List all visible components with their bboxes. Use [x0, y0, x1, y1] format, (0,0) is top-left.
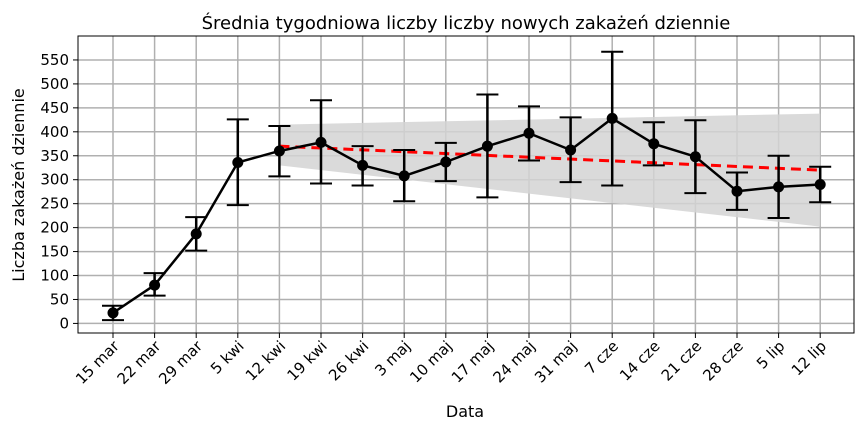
data-point	[107, 307, 119, 319]
y-tick-label: 0	[59, 314, 69, 332]
x-tick-label: 5 lip	[753, 337, 788, 372]
x-tick-label: 15 mar	[72, 337, 123, 388]
x-axis-label: Data	[446, 402, 484, 421]
y-tick-label: 400	[40, 123, 69, 141]
x-tick-label: 29 mar	[155, 337, 206, 388]
y-axis-ticks: 0 50 100 150 200 250 300 350 400 450 500 550	[40, 51, 78, 332]
x-tick-label: 22 mar	[114, 337, 165, 388]
x-tick-label: 17 maj	[448, 337, 497, 386]
data-point	[606, 112, 618, 124]
y-axis-label: Liczba zakażeń dziennie	[9, 88, 28, 281]
data-point	[689, 151, 701, 163]
y-tick-label: 50	[50, 290, 69, 308]
data-point	[565, 144, 577, 156]
data-point	[523, 127, 535, 139]
data-point	[481, 140, 493, 152]
x-tick-label: 14 cze	[616, 337, 664, 385]
trend-layer	[279, 144, 821, 172]
x-tick-label: 26 kwi	[325, 337, 372, 384]
data-point	[190, 228, 202, 240]
data-point	[315, 136, 327, 148]
x-tick-label: 31 maj	[531, 337, 580, 386]
y-tick-label: 550	[40, 51, 69, 69]
data-point	[232, 156, 244, 168]
series-line	[112, 117, 821, 314]
series-line-layer	[112, 117, 821, 314]
x-tick-label: 12 lip	[788, 337, 830, 379]
data-point	[648, 138, 660, 150]
confidence-band	[279, 113, 821, 227]
y-tick-label: 500	[40, 75, 69, 93]
x-tick-label: 28 cze	[699, 337, 747, 385]
data-point	[357, 159, 369, 171]
point-layer	[107, 112, 826, 319]
y-tick-label: 250	[40, 195, 69, 213]
y-tick-label: 450	[40, 99, 69, 117]
trend-line	[279, 144, 821, 172]
x-tick-label: 10 maj	[406, 337, 455, 386]
data-point	[773, 181, 785, 193]
data-point	[273, 145, 285, 157]
x-tick-label: 12 kwi	[242, 337, 289, 384]
data-point	[814, 179, 826, 190]
y-tick-label: 100	[40, 267, 69, 285]
plot-frame	[77, 35, 855, 334]
data-point	[149, 279, 161, 291]
y-tick-label: 200	[40, 219, 69, 237]
y-tick-label: 150	[40, 243, 69, 261]
chart-title: Średnia tygodniowa liczby liczby nowych …	[202, 12, 731, 34]
data-point	[731, 185, 743, 197]
data-point	[398, 170, 410, 182]
x-tick-label: 21 cze	[658, 337, 706, 385]
data-point	[440, 156, 452, 168]
y-tick-label: 300	[40, 171, 69, 189]
x-tick-label: 24 maj	[489, 337, 538, 386]
confidence-band-layer	[279, 113, 821, 227]
x-tick-label: 19 kwi	[283, 337, 330, 384]
y-tick-label: 350	[40, 147, 69, 165]
